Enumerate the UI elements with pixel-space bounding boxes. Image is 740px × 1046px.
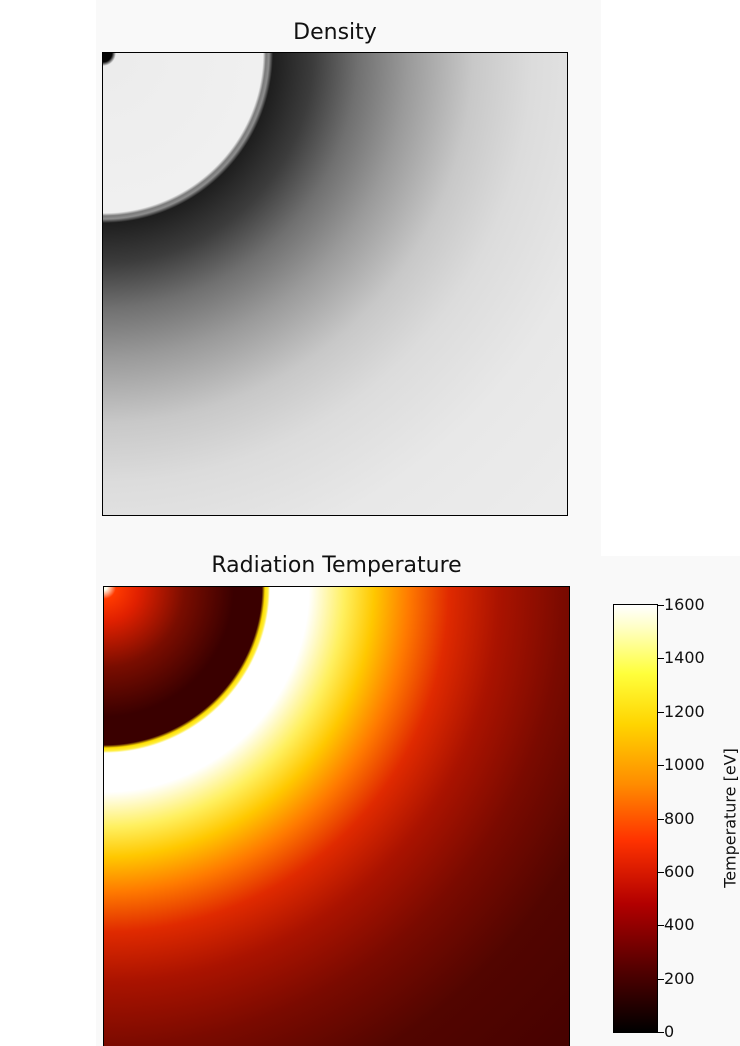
colorbar-tick bbox=[658, 818, 664, 820]
colorbar-tick bbox=[658, 1032, 664, 1033]
temperature-colorbar bbox=[613, 604, 658, 1033]
colorbar-tick bbox=[658, 925, 664, 927]
temperature-title: Radiation Temperature bbox=[211, 553, 462, 578]
colorbar-label: Temperature [eV] bbox=[720, 748, 740, 888]
colorbar-tick-label: 1400 bbox=[664, 648, 705, 668]
colorbar-tick bbox=[658, 978, 664, 980]
colorbar-tick-label: 200 bbox=[664, 968, 695, 988]
colorbar-tick-label: 800 bbox=[664, 808, 695, 828]
colorbar-tick-label: 1000 bbox=[664, 755, 705, 775]
colorbar-tick-label: 1600 bbox=[664, 595, 705, 614]
density-title: Density bbox=[293, 20, 377, 45]
colorbar-tick-label: 600 bbox=[664, 861, 695, 881]
colorbar-tick-label: 1200 bbox=[664, 701, 705, 721]
colorbar-tick-label: 400 bbox=[664, 915, 695, 935]
colorbar-tick-label: 0 bbox=[664, 1022, 675, 1041]
colorbar-tick bbox=[658, 658, 664, 660]
colorbar-tick bbox=[658, 871, 664, 873]
temperature-heatmap bbox=[103, 586, 570, 1046]
colorbar-tick bbox=[658, 711, 664, 713]
density-heatmap bbox=[102, 52, 568, 516]
colorbar-tick bbox=[658, 765, 664, 767]
colorbar-tick bbox=[658, 605, 664, 606]
